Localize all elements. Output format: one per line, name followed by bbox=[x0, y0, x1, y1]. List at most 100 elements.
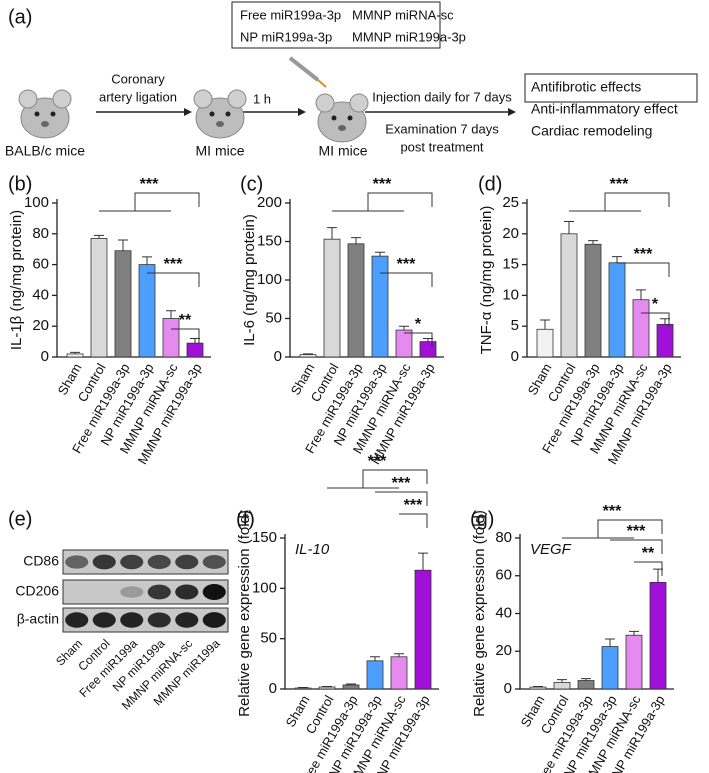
significance-bracket bbox=[610, 539, 663, 554]
y-tick-label: 100 bbox=[257, 271, 282, 288]
panel-label: (e) bbox=[8, 508, 32, 530]
outcome-box bbox=[524, 73, 698, 103]
significance-bracket bbox=[147, 272, 200, 287]
treatment: MMNP miR199a-3p bbox=[352, 29, 466, 44]
error-bar bbox=[322, 685, 332, 687]
blot-strip bbox=[62, 579, 229, 605]
error-bar bbox=[142, 256, 152, 265]
bar bbox=[371, 255, 389, 358]
gene-label: IL-10 bbox=[295, 541, 330, 558]
significance-label: *** bbox=[627, 523, 646, 540]
error-bar bbox=[612, 256, 622, 263]
band bbox=[120, 586, 144, 598]
bar bbox=[347, 243, 365, 358]
bar bbox=[342, 684, 360, 690]
y-tick-label: 40 bbox=[32, 286, 49, 303]
significance-label: *** bbox=[164, 256, 183, 273]
significance-label: *** bbox=[397, 256, 416, 273]
outcome: Cardiac remodeling bbox=[531, 123, 652, 139]
error-bar bbox=[370, 656, 380, 661]
y-tick-label: 50 bbox=[265, 309, 282, 326]
outcome: Anti-inflammatory effect bbox=[531, 101, 678, 117]
band bbox=[202, 612, 226, 628]
bar bbox=[553, 681, 571, 690]
error-bar bbox=[375, 251, 385, 257]
error-bar bbox=[346, 683, 356, 685]
error-bar bbox=[298, 686, 308, 688]
y-tick-label: 0 bbox=[274, 348, 282, 365]
bar bbox=[656, 323, 674, 358]
significance-label: *** bbox=[610, 176, 629, 193]
error-bar bbox=[190, 338, 200, 344]
y-tick-label: 15 bbox=[502, 256, 519, 273]
significance-bracket bbox=[569, 192, 670, 212]
axis bbox=[56, 199, 211, 358]
mouse-label: MI mice bbox=[196, 143, 245, 159]
bar bbox=[419, 341, 437, 358]
panel-label: (c) bbox=[240, 173, 263, 195]
significance-label: *** bbox=[392, 475, 411, 492]
arrow-head bbox=[184, 108, 192, 116]
significance-bracket bbox=[375, 491, 428, 506]
error-bar bbox=[581, 678, 591, 681]
error-bar bbox=[394, 653, 404, 657]
blot-row-label: CD86 bbox=[23, 553, 59, 569]
y-tick-label: 20 bbox=[495, 642, 512, 659]
bar bbox=[560, 233, 578, 358]
treatment: Free miR199a-3p bbox=[240, 7, 341, 22]
band bbox=[147, 612, 171, 628]
band bbox=[175, 584, 199, 600]
band bbox=[175, 612, 199, 628]
bar bbox=[608, 262, 626, 358]
band bbox=[175, 554, 199, 570]
significance-label: *** bbox=[368, 453, 387, 470]
error-bar bbox=[629, 630, 639, 636]
bar bbox=[601, 646, 619, 690]
error-bar bbox=[540, 319, 550, 330]
y-tick-label: 80 bbox=[495, 529, 512, 546]
bar bbox=[90, 238, 108, 358]
band bbox=[120, 612, 144, 628]
mouse-label: MI mice bbox=[319, 143, 368, 159]
band bbox=[65, 555, 89, 569]
error-bar bbox=[557, 679, 567, 683]
y-tick-label: 0 bbox=[511, 348, 519, 365]
error-bar bbox=[660, 318, 670, 325]
band bbox=[202, 555, 226, 569]
panel-label: (b) bbox=[8, 173, 32, 195]
bar bbox=[299, 354, 317, 358]
significance-label: ** bbox=[642, 545, 655, 562]
y-tick-label: 0 bbox=[269, 680, 277, 697]
mouse-label: BALB/c mice bbox=[5, 143, 85, 159]
bar bbox=[162, 318, 180, 358]
error-bar bbox=[351, 237, 361, 244]
significance-label: *** bbox=[373, 176, 392, 193]
step-text: Coronary bbox=[111, 71, 165, 86]
bar bbox=[390, 656, 408, 690]
y-tick-label: 5 bbox=[511, 317, 519, 334]
significance-bracket bbox=[99, 192, 200, 212]
y-tick-label: 20 bbox=[502, 225, 519, 242]
band bbox=[147, 584, 171, 600]
y-tick-label: 100 bbox=[24, 194, 49, 211]
error-bar bbox=[564, 220, 574, 234]
error-bar bbox=[605, 638, 615, 647]
band bbox=[120, 554, 144, 570]
y-tick-label: 150 bbox=[252, 529, 277, 546]
significance-bracket bbox=[171, 328, 200, 343]
significance-bracket bbox=[404, 332, 433, 347]
bar bbox=[323, 238, 341, 358]
significance-bracket bbox=[617, 262, 670, 277]
western-blot bbox=[62, 549, 229, 633]
outcome: Antifibrotic effects bbox=[531, 79, 641, 95]
treatment: NP miR199a-3p bbox=[240, 29, 332, 44]
error-bar bbox=[70, 351, 80, 354]
bar bbox=[632, 299, 650, 358]
step-text: Injection daily for 7 days bbox=[372, 89, 512, 104]
band bbox=[92, 554, 116, 570]
significance-label: *** bbox=[603, 503, 622, 520]
significance-label: * bbox=[652, 296, 659, 313]
panel-label: (d) bbox=[478, 173, 502, 195]
bar bbox=[186, 342, 204, 358]
y-tick-label: 25 bbox=[502, 194, 519, 211]
